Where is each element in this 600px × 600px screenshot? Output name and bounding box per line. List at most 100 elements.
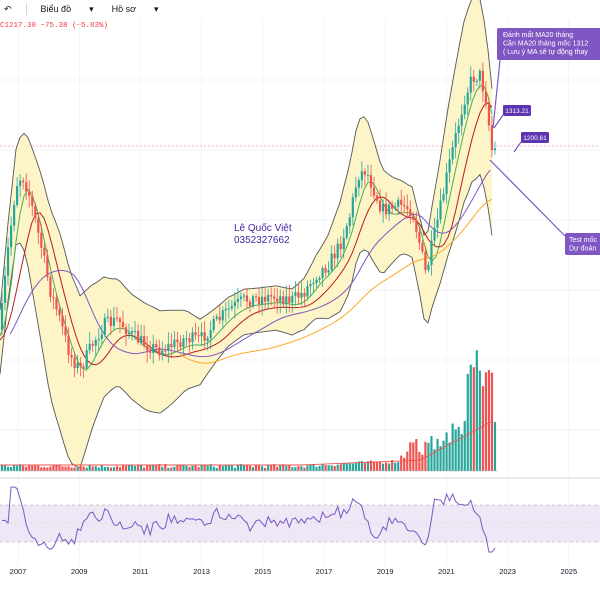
candle xyxy=(88,331,91,355)
candle xyxy=(133,321,137,341)
volume-bar xyxy=(109,467,112,471)
candle xyxy=(218,305,221,325)
candle xyxy=(0,291,4,335)
candle-body xyxy=(490,125,494,151)
candle xyxy=(49,274,52,303)
volume-bar xyxy=(309,464,312,471)
candle xyxy=(149,341,152,360)
candle xyxy=(469,66,472,102)
candle-body xyxy=(149,350,152,353)
candle xyxy=(109,309,112,335)
volume-bar xyxy=(143,467,146,471)
volume-bar xyxy=(28,465,31,471)
candle-body xyxy=(260,296,264,305)
candle-body xyxy=(73,357,76,369)
price-tag: 1313.21 xyxy=(503,105,531,116)
candle-body xyxy=(49,276,52,297)
candle xyxy=(397,196,400,216)
candle xyxy=(248,298,252,313)
volume-ma-line xyxy=(0,420,493,466)
volume-bar xyxy=(73,467,76,471)
candle xyxy=(61,308,64,335)
volume-bar xyxy=(251,467,255,471)
volume-bar xyxy=(149,465,152,471)
candle xyxy=(297,283,300,305)
chevron-down-icon[interactable]: ▾ xyxy=(89,3,94,14)
candle-body xyxy=(409,209,412,216)
candle-body xyxy=(291,295,294,303)
volume-bar xyxy=(273,464,276,471)
candle xyxy=(312,277,315,293)
candle xyxy=(254,293,258,302)
candle xyxy=(179,335,182,351)
candle-body xyxy=(439,200,442,220)
candle-body xyxy=(197,335,200,337)
candle xyxy=(58,303,61,322)
volume-bar xyxy=(146,465,149,471)
candle-body xyxy=(31,196,34,206)
candle xyxy=(375,192,379,204)
candle xyxy=(460,104,463,136)
candle xyxy=(67,327,70,364)
candle xyxy=(351,193,354,226)
candle-body xyxy=(375,195,379,201)
candle xyxy=(167,332,170,363)
candle xyxy=(415,211,418,239)
x-tick-label: 2019 xyxy=(377,567,394,576)
candle-body xyxy=(412,215,415,221)
candle-body xyxy=(378,200,382,212)
candle-body xyxy=(82,366,85,368)
x-tick-label: 2011 xyxy=(132,567,148,576)
candle xyxy=(388,202,391,222)
chevron-down-icon[interactable]: ▾ xyxy=(154,3,159,14)
candle-body xyxy=(324,268,327,273)
candle xyxy=(424,246,427,275)
candle-body xyxy=(16,186,19,205)
candle xyxy=(121,310,125,330)
volume-bar xyxy=(176,464,179,471)
x-tick-label: 2025 xyxy=(560,567,577,576)
volume-bar xyxy=(239,464,243,471)
candle xyxy=(264,288,267,310)
volume-bar xyxy=(433,449,436,471)
profile-menu-button[interactable]: Hồ sơ xyxy=(111,4,137,14)
candle xyxy=(200,322,203,347)
candle xyxy=(221,306,224,330)
volume-bar xyxy=(133,466,137,471)
volume-bar xyxy=(16,465,19,471)
volume-bar xyxy=(260,466,264,471)
volume-bar xyxy=(297,466,300,471)
candle xyxy=(294,281,297,306)
candle xyxy=(381,199,385,223)
candle-body xyxy=(288,296,291,303)
chart-menu-button[interactable]: Biểu đồ xyxy=(40,4,72,14)
candle-body xyxy=(3,275,7,304)
candle xyxy=(106,308,109,323)
undo-icon[interactable]: ↶ xyxy=(4,3,12,14)
candle xyxy=(155,339,158,354)
callout-bottom-box xyxy=(565,233,600,255)
volume-bar xyxy=(79,466,82,471)
candle-body xyxy=(400,199,403,205)
volume-bar xyxy=(49,466,52,471)
volume-bar xyxy=(267,464,270,471)
candle xyxy=(215,313,218,321)
volume-bar xyxy=(397,462,400,471)
candles xyxy=(0,62,497,378)
volume-bar xyxy=(206,465,209,471)
toolbar-divider xyxy=(25,3,27,15)
volume-bar xyxy=(457,426,460,471)
volume-bar xyxy=(300,466,303,471)
volume-bar xyxy=(136,464,140,471)
volume-bar xyxy=(37,465,40,471)
volume-bar xyxy=(436,438,439,471)
candle xyxy=(97,328,100,351)
candle-body xyxy=(64,326,67,336)
candle xyxy=(127,323,131,339)
volume-bar xyxy=(372,461,376,471)
candle-body xyxy=(312,283,315,285)
volume-bar xyxy=(330,465,333,471)
volume-bar xyxy=(221,465,224,471)
band-upper-line xyxy=(0,0,493,320)
